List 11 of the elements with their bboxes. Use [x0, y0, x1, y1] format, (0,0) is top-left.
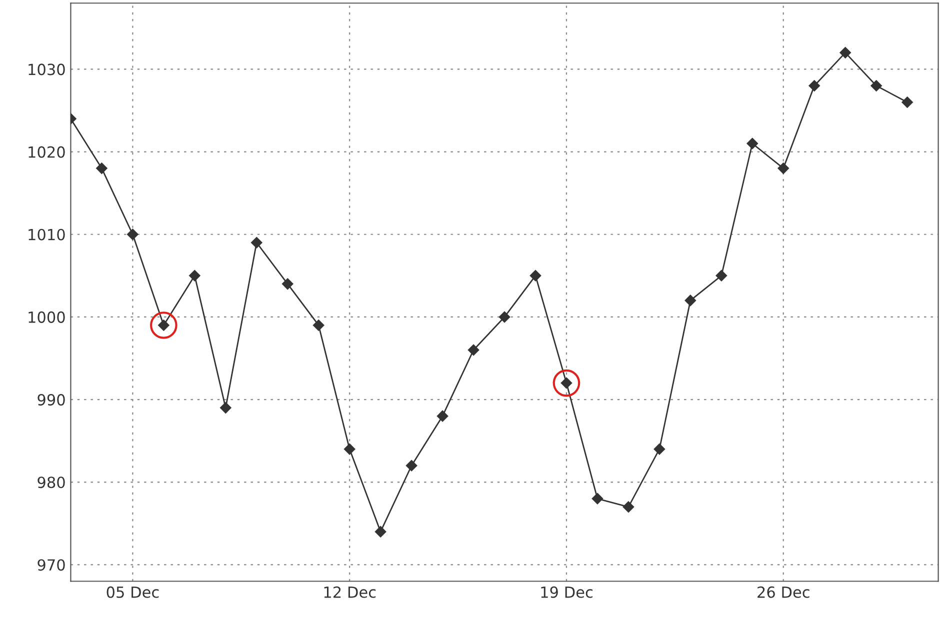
- x-tick-label: 05 Dec: [106, 586, 159, 598]
- y-tick-label: 1010: [28, 228, 65, 240]
- y-tick-label: 990: [38, 394, 65, 406]
- y-tick-label: 980: [38, 476, 65, 488]
- y-tick-label: 1000: [28, 311, 65, 323]
- x-tick-label: 12 Dec: [324, 586, 376, 598]
- y-tick-label: 970: [38, 559, 65, 571]
- x-tick-label: 19 Dec: [541, 586, 592, 598]
- x-tick-label: 26 Dec: [758, 586, 810, 598]
- y-tick-label: 1020: [28, 146, 65, 158]
- y-tick-label: 1030: [28, 64, 65, 76]
